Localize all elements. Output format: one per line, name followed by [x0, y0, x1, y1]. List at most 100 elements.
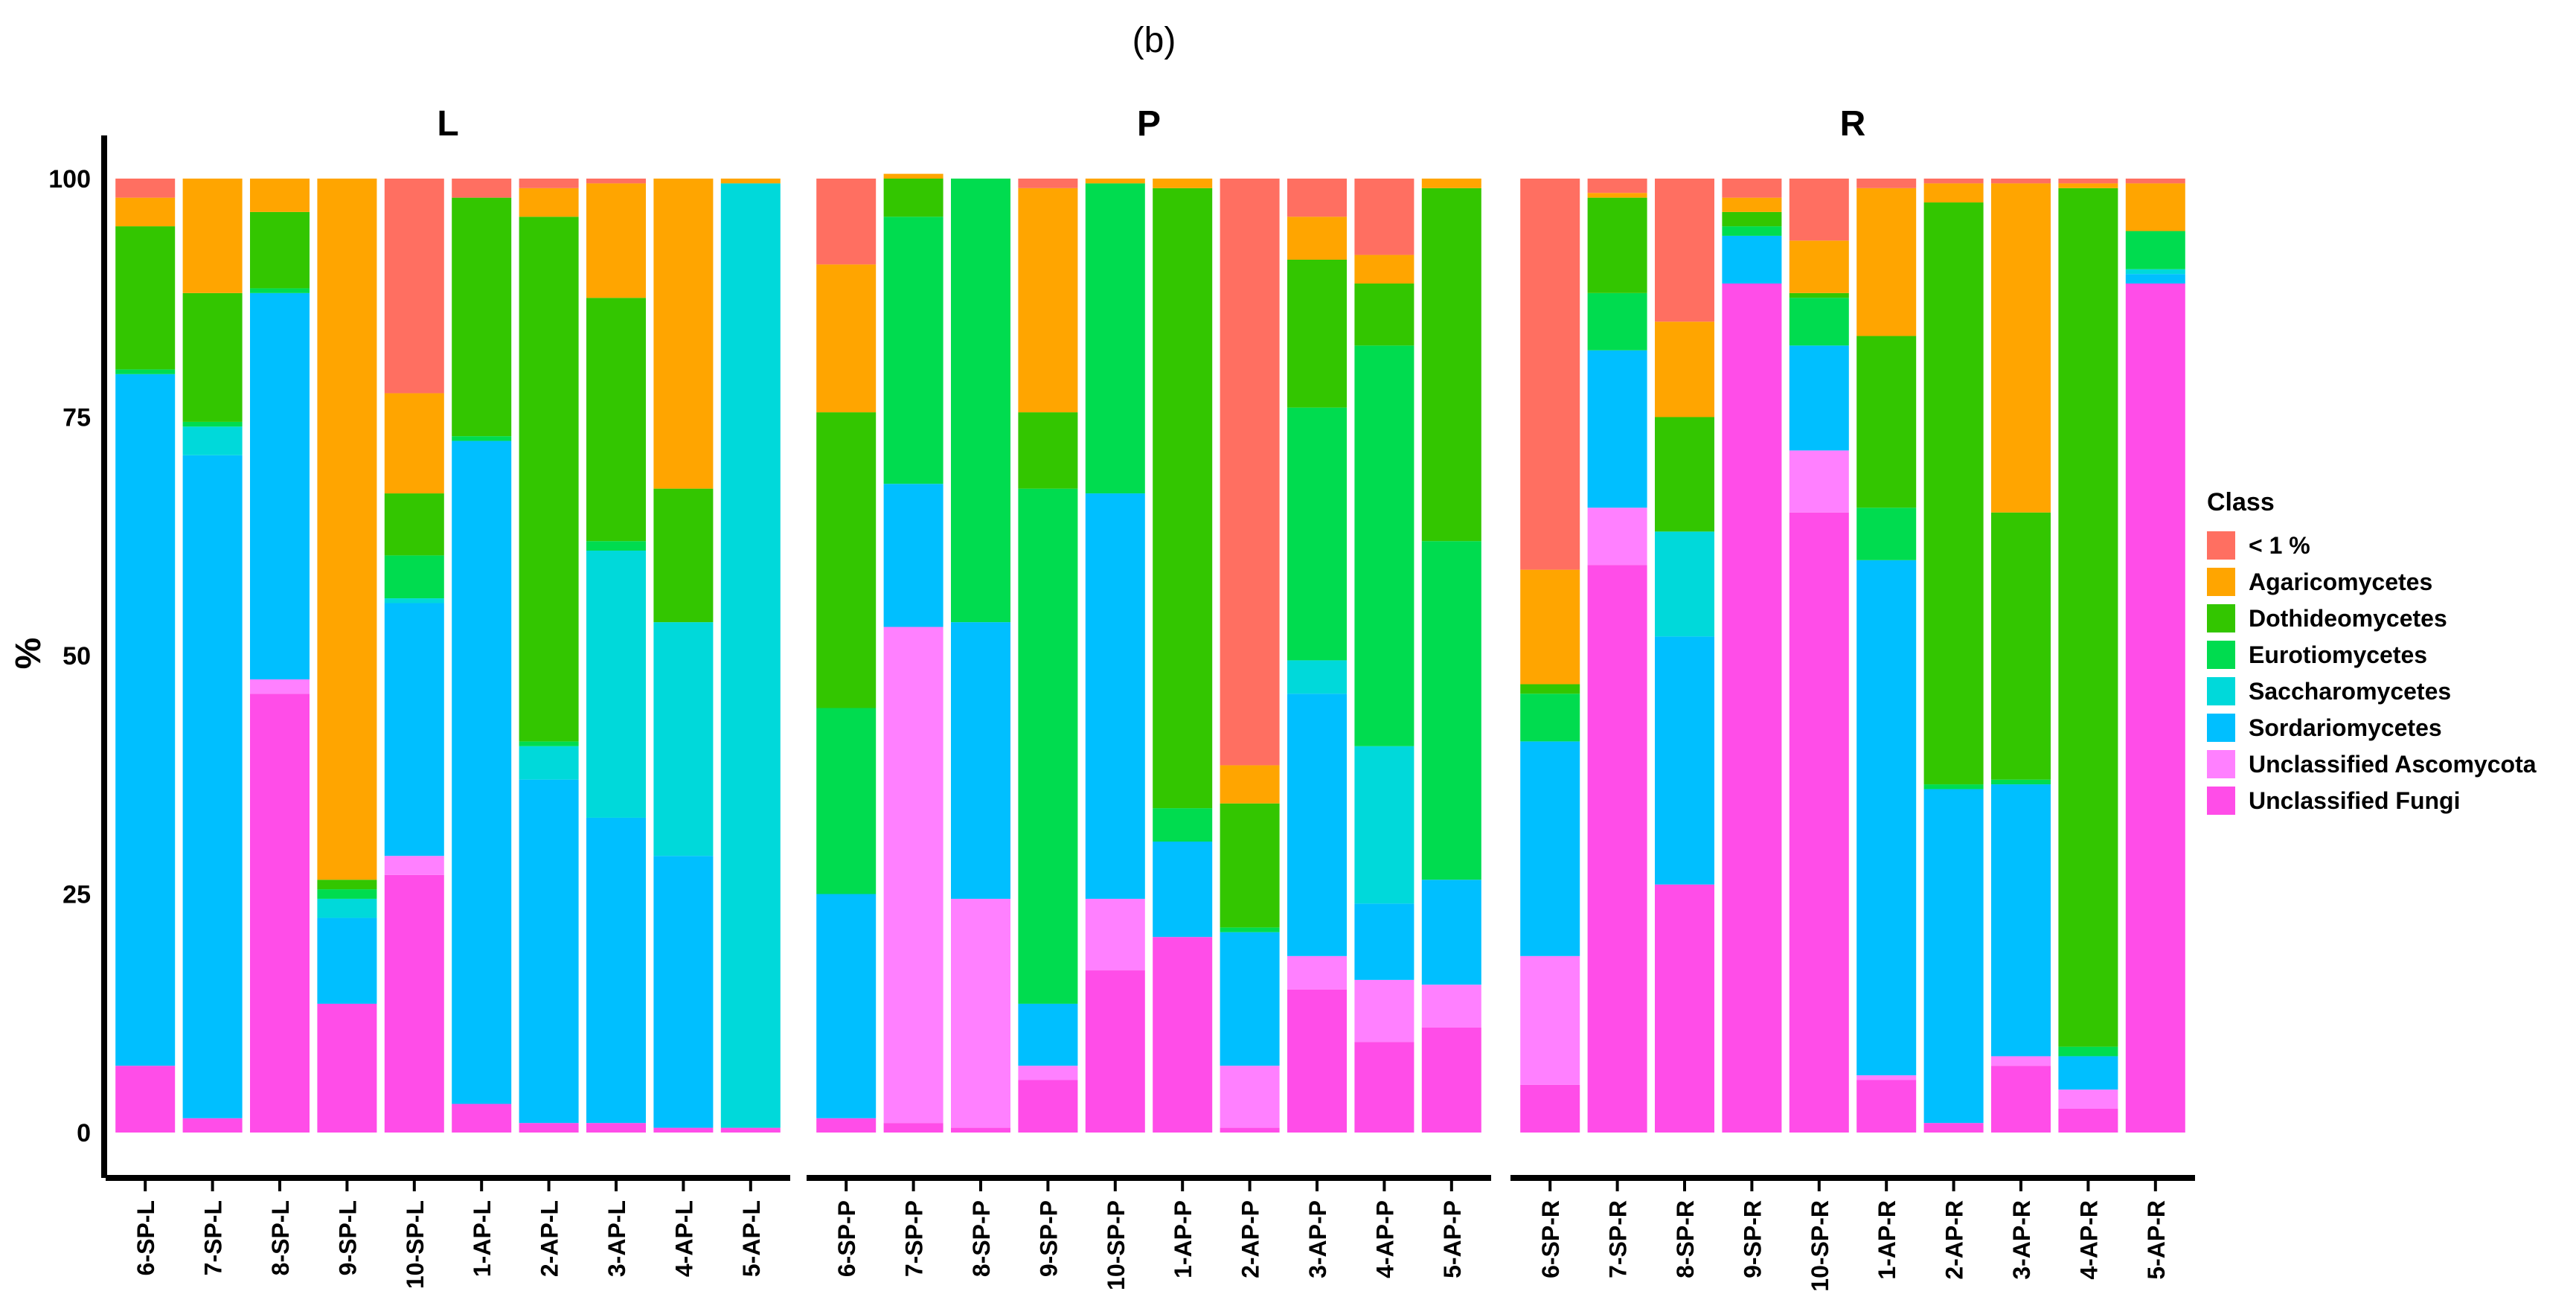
bar-segment-agaricomycetes: [384, 393, 444, 494]
bar-segment-unclassified-ascomycota: [2058, 1089, 2118, 1109]
bar-segment-agaricomycetes: [1153, 179, 1213, 188]
bar-segment-unclassified-fungi: [317, 1003, 377, 1133]
bar-segment-dothideomycetes: [1220, 803, 1280, 928]
bar-segment-unclassified-ascomycota: [384, 856, 444, 875]
x-tick-label: 7-SP-L: [200, 1200, 227, 1275]
bar-segment-dothideomycetes: [1856, 336, 1917, 508]
bar-segment-sordariomycetes: [1722, 235, 1782, 284]
x-tick-label: 5-AP-L: [738, 1200, 765, 1277]
bar-segment-dothideomycetes: [1587, 197, 1647, 293]
bar-segment-agaricomycetes: [182, 179, 243, 293]
legend-label: Unclassified Ascomycota: [2249, 751, 2537, 778]
x-tick-label: 9-SP-P: [1035, 1200, 1062, 1277]
bar-segment-unclassified-ascomycota: [250, 679, 310, 694]
y-tick-label: 50: [63, 642, 91, 670]
bar-segment-dothideomycetes: [653, 488, 714, 623]
bar-segment-agaricomycetes: [317, 179, 377, 880]
bar-segment-sordariomycetes: [1856, 560, 1917, 1076]
legend-label: Eurotiomycetes: [2249, 641, 2427, 668]
bar-segment-agaricomycetes: [720, 179, 781, 184]
legend-swatch: [2207, 568, 2235, 596]
bar-segment-unclassified-fungi: [816, 1118, 877, 1133]
bar-segment-saccharomycetes: [384, 598, 444, 603]
bar-segment-1: [1655, 179, 1714, 322]
bar-segment-1: [1220, 179, 1280, 766]
bar-segment-sordariomycetes: [1587, 350, 1647, 508]
bar-segment-saccharomycetes: [720, 183, 781, 1128]
bar-segment-unclassified-fungi: [1153, 937, 1213, 1133]
bar-segment-eurotiomycetes: [452, 436, 512, 441]
legend-label: < 1 %: [2249, 532, 2310, 559]
bar-segment-sordariomycetes: [1085, 493, 1145, 899]
bar-segment-1: [1354, 179, 1414, 255]
bar-segment-eurotiomycetes: [1287, 407, 1347, 661]
bar-segment-agaricomycetes: [816, 264, 877, 413]
bar-segment-agaricomycetes: [1991, 183, 2051, 513]
bar-segment-eurotiomycetes: [1018, 488, 1078, 1004]
bar-segment-unclassified-fungi: [1520, 1084, 1580, 1133]
bar-segment-sordariomycetes: [2058, 1056, 2118, 1090]
x-tick-label: 9-SP-L: [334, 1200, 361, 1275]
bar-segment-1: [1991, 179, 2051, 184]
bar-segment-sordariomycetes: [586, 817, 646, 1124]
legend-item: Sordariomycetes: [2207, 714, 2442, 742]
bar-segment-dothideomycetes: [384, 493, 444, 556]
bar-segment-unclassified-fungi: [2058, 1108, 2118, 1133]
bar-segment-dothideomycetes: [115, 226, 176, 370]
bar-segment-dothideomycetes: [586, 298, 646, 542]
bar-segment-sordariomycetes: [951, 622, 1010, 899]
x-tick-label: 7-SP-P: [901, 1200, 928, 1277]
bar-segment-unclassified-fungi: [1220, 1127, 1280, 1133]
x-tick-label: 10-SP-L: [402, 1200, 429, 1289]
y-tick-label: 0: [77, 1119, 91, 1147]
x-tick-label: 9-SP-R: [1739, 1200, 1766, 1278]
bar-segment-sordariomycetes: [1789, 345, 1849, 451]
bar-segment-agaricomycetes: [2058, 183, 2118, 188]
legend-item: Dothideomycetes: [2207, 604, 2447, 632]
bar-segment-sordariomycetes: [1220, 932, 1280, 1066]
bar-segment-unclassified-fungi: [115, 1066, 176, 1133]
bar-segment-sordariomycetes: [519, 779, 579, 1124]
plot-area: 0 25 50 75 100 L 6-SP-L 7-SP-L 8-SP-L 9-SP-L 10-SP…: [48, 104, 2195, 1292]
bar-segment-sordariomycetes: [1018, 1003, 1078, 1066]
bar-segment-dothideomycetes: [250, 211, 310, 289]
bar-segment-agaricomycetes: [1923, 183, 1984, 203]
legend-label: Agaricomycetes: [2249, 568, 2432, 595]
x-tick-label: 5-AP-P: [1439, 1200, 1466, 1278]
x-tick-label: 2-AP-P: [1237, 1200, 1264, 1278]
panel-p: P 6-SP-P 7-SP-P 8-SP-P 9-SP-P 10-SP-P 1-AP-P 2-…: [807, 104, 1491, 1290]
bar-segment-sordariomycetes: [653, 856, 714, 1128]
bar-segment-sordariomycetes: [2125, 274, 2185, 284]
bar-segment-agaricomycetes: [1287, 217, 1347, 260]
bar-segment-sordariomycetes: [1520, 741, 1580, 956]
bar-segment-unclassified-fungi: [1421, 1027, 1481, 1133]
bar-segment-unclassified-ascomycota: [1287, 955, 1347, 990]
bar-segment-agaricomycetes: [2125, 183, 2185, 231]
bar-segment-agaricomycetes: [653, 179, 714, 489]
bar-segment-1: [115, 179, 176, 198]
bar-segment-unclassified-fungi: [519, 1123, 579, 1133]
bar-segment-agaricomycetes: [1354, 254, 1414, 284]
bar-segment-agaricomycetes: [115, 197, 176, 227]
x-tick-label: 3-AP-L: [603, 1200, 630, 1277]
panel-r: R 6-SP-R 7-SP-R 8-SP-R 9-SP-R 10-SP-R 1-AP-R 2-…: [1510, 104, 2195, 1292]
bar-segment-eurotiomycetes: [182, 421, 243, 427]
bar-segment-dothideomycetes: [1722, 211, 1782, 227]
bar-segment-unclassified-ascomycota: [951, 898, 1010, 1128]
legend-label: Saccharomycetes: [2249, 678, 2451, 705]
legend-swatch: [2207, 604, 2235, 632]
bar-segment-1: [384, 179, 444, 394]
bar-segment-1: [1856, 179, 1917, 188]
bar-segment-unclassified-fungi: [1923, 1123, 1984, 1133]
bar-segment-dothideomycetes: [1789, 292, 1849, 298]
bar-segment-sordariomycetes: [1153, 841, 1213, 938]
bar-segment-1: [586, 179, 646, 184]
bar-segment-saccharomycetes: [1655, 531, 1714, 637]
legend-item: < 1 %: [2207, 531, 2310, 560]
bar-segment-unclassified-ascomycota: [1085, 898, 1145, 971]
bar-segment-unclassified-fungi: [1018, 1080, 1078, 1133]
legend-item: Eurotiomycetes: [2207, 641, 2427, 669]
bar-segment-sordariomycetes: [1287, 694, 1347, 956]
bar-segment-1: [2058, 179, 2118, 184]
